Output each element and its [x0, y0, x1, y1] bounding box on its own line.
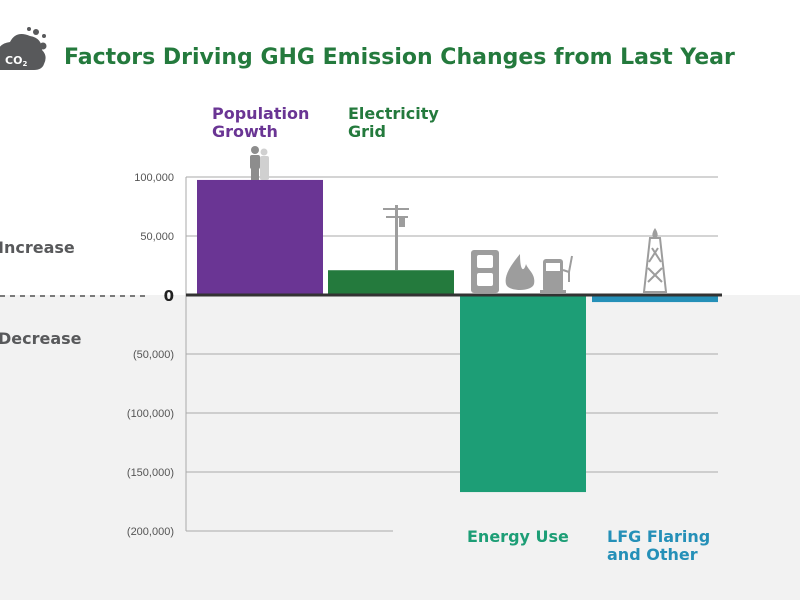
y-tick-label: 0	[164, 287, 174, 305]
increase-label: Increase	[0, 238, 75, 257]
chart-title: Factors Driving GHG Emission Changes fro…	[64, 45, 735, 70]
bar-energy-use	[460, 295, 586, 493]
oil-derrick-icon	[642, 228, 668, 294]
bar-population-growth	[197, 179, 323, 295]
utility-pole-icon	[383, 205, 409, 270]
people-icon	[250, 146, 269, 180]
decrease-label: Decrease	[0, 329, 82, 348]
bar-electricity-grid	[328, 270, 454, 295]
svg-text:CO2: CO2	[5, 54, 27, 68]
y-tick-label: (50,000)	[133, 349, 174, 361]
y-tick-label: (200,000)	[127, 526, 174, 538]
y-tick-label: (100,000)	[127, 408, 174, 420]
category-label: Electricity Grid	[348, 104, 439, 141]
bar-lfg-flaring-and-other	[592, 295, 718, 303]
category-label: Energy Use	[467, 527, 569, 546]
decrease-background	[0, 295, 800, 600]
y-tick-label: 50,000	[140, 231, 174, 243]
category-label: LFG Flaring and Other	[607, 527, 710, 564]
category-label: Population Growth	[212, 104, 309, 141]
co2-logo-icon: CO2	[0, 27, 47, 70]
y-tick-label: (150,000)	[127, 467, 174, 479]
y-tick-label: 100,000	[134, 172, 174, 184]
outlet-flame-fuel-pump-icons	[471, 250, 573, 294]
